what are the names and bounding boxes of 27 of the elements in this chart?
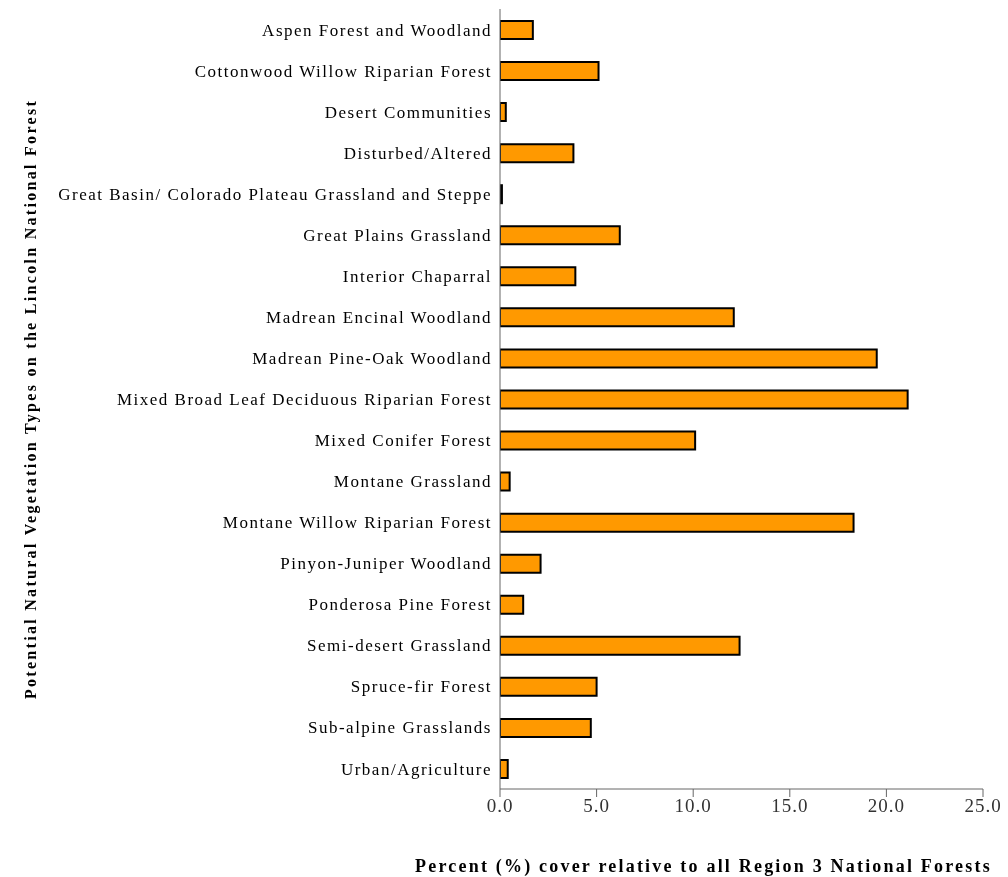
y-tick-label: Mixed Broad Leaf Deciduous Riparian Forest: [116, 390, 492, 410]
y-tick-label: Montane Willow Riparian Forest: [222, 513, 492, 533]
y-tick-label: Ponderosa Pine Forest: [308, 595, 492, 615]
y-tick-label: Aspen Forest and Woodland: [262, 20, 492, 40]
x-tick-label: 0.0: [486, 795, 514, 817]
x-axis-title: Percent (%) cover relative to all Region 3 National Forests: [415, 855, 992, 877]
y-tick-label: Desert Communities: [324, 102, 492, 122]
y-tick-label: Madrean Pine-Oak Woodland: [252, 348, 492, 368]
y-tick-label: Semi-desert Grassland: [307, 636, 492, 656]
x-tick-label: 10.0: [674, 795, 712, 817]
y-tick-label: Interior Chaparral: [342, 266, 492, 286]
y-tick-label: Great Basin/ Colorado Plateau Grassland and Steppe: [58, 184, 492, 204]
x-tick-label: 15.0: [771, 795, 809, 817]
y-tick-label: Great Plains Grassland: [303, 225, 492, 245]
y-tick-label: Disturbed/Altered: [343, 143, 492, 163]
y-axis-title: Potential Natural Vegetation Types on the Lincoln National Forest: [21, 98, 40, 700]
y-tick-label: Pinyon-Juniper Woodland: [280, 554, 492, 574]
y-tick-label: Madrean Encinal Woodland: [266, 307, 492, 327]
y-tick-label: Montane Grassland: [333, 472, 492, 492]
y-tick-label: Spruce-fir Forest: [350, 677, 492, 697]
x-tick-label: 5.0: [583, 795, 610, 817]
x-tick-label: 20.0: [867, 795, 906, 817]
y-tick-label: Sub-alpine Grasslands: [307, 718, 492, 738]
y-tick-label: Cottonwood Willow Riparian Forest: [194, 61, 492, 81]
y-tick-label: Urban/Agriculture: [340, 759, 492, 779]
y-tick-label: Mixed Conifer Forest: [314, 431, 492, 451]
x-tick-label: 25.0: [964, 795, 1002, 817]
